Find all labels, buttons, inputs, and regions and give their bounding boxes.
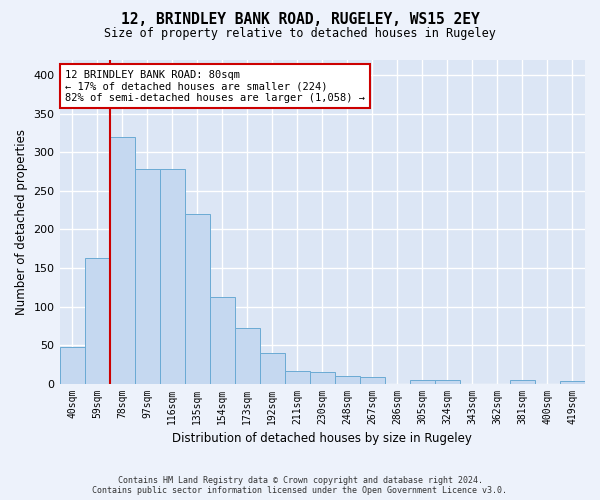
X-axis label: Distribution of detached houses by size in Rugeley: Distribution of detached houses by size …	[172, 432, 472, 445]
Text: Size of property relative to detached houses in Rugeley: Size of property relative to detached ho…	[104, 28, 496, 40]
Bar	[185, 214, 209, 384]
Bar	[134, 170, 160, 384]
Bar	[110, 137, 134, 384]
Bar	[85, 258, 110, 384]
Bar	[360, 378, 385, 384]
Bar	[560, 381, 585, 384]
Bar	[209, 296, 235, 384]
Bar	[335, 376, 360, 384]
Bar	[510, 380, 535, 384]
Text: 12, BRINDLEY BANK ROAD, RUGELEY, WS15 2EY: 12, BRINDLEY BANK ROAD, RUGELEY, WS15 2E…	[121, 12, 479, 28]
Bar	[260, 352, 285, 384]
Bar	[435, 380, 460, 384]
Bar	[59, 348, 85, 384]
Bar	[285, 371, 310, 384]
Bar	[310, 372, 335, 384]
Y-axis label: Number of detached properties: Number of detached properties	[15, 129, 28, 315]
Bar	[235, 328, 260, 384]
Text: 12 BRINDLEY BANK ROAD: 80sqm
← 17% of detached houses are smaller (224)
82% of s: 12 BRINDLEY BANK ROAD: 80sqm ← 17% of de…	[65, 70, 365, 103]
Bar	[410, 380, 435, 384]
Text: Contains HM Land Registry data © Crown copyright and database right 2024.
Contai: Contains HM Land Registry data © Crown c…	[92, 476, 508, 495]
Bar	[160, 170, 185, 384]
